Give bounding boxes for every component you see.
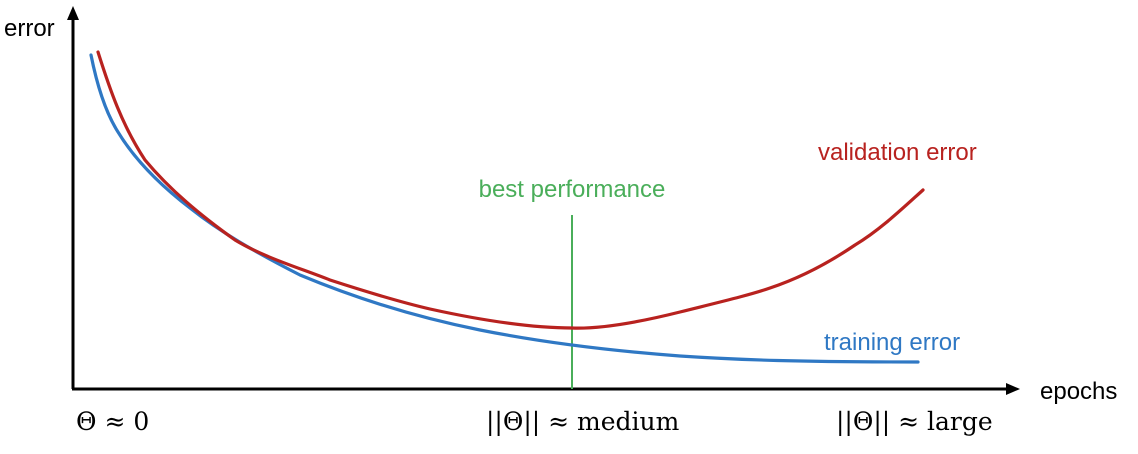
best-performance-label: best performance — [479, 176, 666, 203]
training-error-curve — [89, 53, 920, 364]
validation-error-curve — [96, 50, 925, 330]
marker-medium: ||Θ|| ≈ medium — [486, 407, 680, 437]
axes — [67, 6, 1020, 395]
y-axis-label: error — [4, 15, 55, 42]
x-axis-arrowhead — [1006, 383, 1020, 395]
validation-error-label: validation error — [818, 139, 977, 166]
marker-large: ||Θ|| ≈ large — [836, 407, 993, 437]
marker-start: Θ ≈ 0 — [76, 407, 149, 436]
x-axis-label: epochs — [1040, 378, 1117, 405]
y-axis-arrowhead — [67, 6, 79, 20]
training-error-label: training error — [824, 329, 960, 356]
